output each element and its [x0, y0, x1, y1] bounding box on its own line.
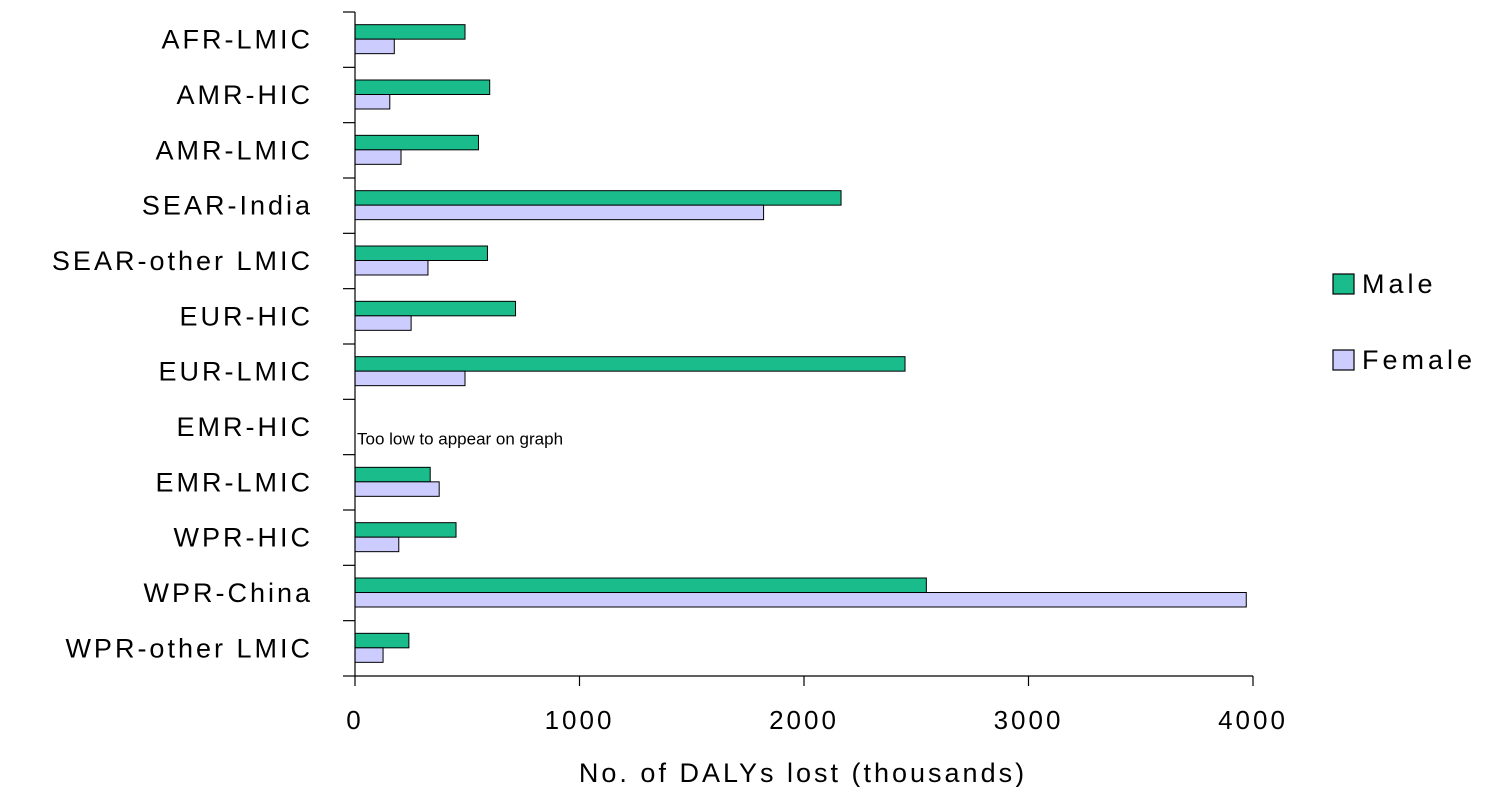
bar-male-sear-other-lmic	[354, 245, 488, 261]
x-axis-title: No. of DALYs lost (thousands)	[579, 758, 1027, 787]
tick-labels: 0 1000 2000 3000 4000	[346, 705, 1288, 735]
bar-female-amr-lmic	[354, 149, 402, 165]
category-label-amr-lmic: AMR-LMIC	[156, 135, 314, 165]
x-tick-label-4000: 4000	[1218, 705, 1288, 735]
bar-male-wpr-hic	[354, 522, 457, 538]
category-label-afr-lmic: AFR-LMIC	[162, 25, 314, 55]
annotation-emr-hic: Too low to appear on graph	[357, 430, 563, 449]
x-tick-label-1000: 1000	[545, 705, 615, 735]
category-label-amr-hic: AMR-HIC	[177, 80, 314, 110]
bar-female-wpr-other-lmic	[354, 647, 384, 663]
bar-female-amr-hic	[354, 94, 391, 110]
bar-female-wpr-hic	[354, 536, 400, 553]
legend-label-male: Male	[1362, 269, 1437, 299]
bar-female-eur-hic	[354, 315, 412, 331]
axes-group	[343, 11, 1254, 686]
x-tick-label-3000: 3000	[994, 705, 1064, 735]
bar-female-afr-lmic	[354, 38, 395, 55]
bar-male-amr-lmic	[354, 134, 479, 151]
bar-male-amr-hic	[354, 79, 491, 95]
bar-male-eur-lmic	[354, 356, 906, 372]
category-label-wpr-other-lmic: WPR-other LMIC	[65, 633, 313, 663]
x-tick-label-0: 0	[346, 705, 363, 735]
bar-male-sear-india	[354, 190, 842, 206]
category-label-emr-hic: EMR-HIC	[177, 412, 314, 442]
bar-female-emr-lmic	[354, 481, 440, 497]
bar-male-wpr-china	[354, 577, 927, 593]
bar-male-emr-lmic	[354, 466, 431, 483]
legend: Male Female	[1332, 269, 1476, 375]
bar-male-eur-hic	[354, 300, 517, 317]
legend-label-female: Female	[1362, 345, 1476, 375]
category-label-sear-india: SEAR-India	[142, 191, 313, 221]
category-label-sear-other-lmic: SEAR-other LMIC	[52, 246, 313, 276]
bar-female-sear-india	[354, 204, 765, 221]
category-label-eur-hic: EUR-HIC	[180, 301, 314, 331]
legend-swatch-female	[1332, 349, 1355, 371]
bars-group	[354, 24, 1247, 663]
legend-swatch-male	[1332, 273, 1355, 295]
bar-male-wpr-other-lmic	[354, 632, 410, 649]
bar-female-eur-lmic	[354, 370, 466, 387]
annotations-group: Too low to appear on graph	[357, 430, 563, 449]
category-label-wpr-china: WPR-China	[143, 578, 313, 608]
bar-female-sear-other-lmic	[354, 260, 429, 276]
category-label-wpr-hic: WPR-HIC	[174, 523, 313, 553]
category-label-eur-lmic: EUR-LMIC	[158, 357, 313, 387]
category-labels: AFR-LMIC AMR-HIC AMR-LMIC SEAR-India SEAR-ot…	[52, 25, 314, 664]
bar-male-afr-lmic	[354, 24, 466, 40]
x-tick-label-2000: 2000	[769, 705, 839, 735]
bar-female-wpr-china	[354, 592, 1247, 608]
category-label-emr-lmic: EMR-LMIC	[156, 467, 314, 497]
